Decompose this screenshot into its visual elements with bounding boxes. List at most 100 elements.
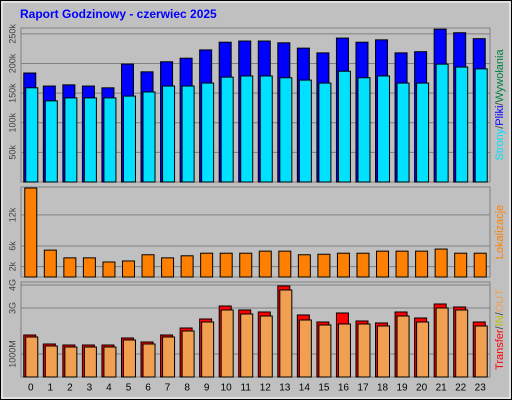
bar bbox=[83, 346, 97, 378]
bar bbox=[201, 321, 215, 378]
bar bbox=[121, 260, 135, 278]
legend-separator: / bbox=[494, 102, 506, 106]
bar bbox=[181, 85, 195, 183]
bar bbox=[200, 252, 214, 278]
bar bbox=[82, 257, 96, 278]
bar bbox=[416, 321, 430, 378]
bar bbox=[240, 75, 254, 183]
bar bbox=[102, 261, 116, 278]
bar bbox=[240, 313, 254, 378]
y-tick-label: 4G bbox=[7, 279, 17, 291]
bar bbox=[259, 75, 273, 183]
bar bbox=[219, 252, 233, 278]
x-tick-label: 4 bbox=[106, 383, 112, 394]
bar bbox=[435, 307, 449, 378]
bar bbox=[258, 250, 272, 278]
bar bbox=[298, 319, 312, 378]
bar bbox=[395, 250, 409, 278]
x-tick-label: 18 bbox=[377, 383, 389, 394]
legend-separator: / bbox=[494, 311, 506, 315]
bar bbox=[357, 323, 371, 378]
x-tick-label: 19 bbox=[397, 383, 409, 394]
bar bbox=[259, 315, 273, 378]
bar bbox=[201, 82, 215, 183]
y-tick-label: 50k bbox=[7, 145, 17, 160]
x-tick-label: 11 bbox=[241, 383, 252, 394]
bar bbox=[337, 70, 351, 183]
bar bbox=[239, 252, 253, 278]
bar bbox=[25, 336, 39, 378]
bar bbox=[103, 97, 117, 183]
bar bbox=[298, 79, 312, 183]
legend-separator: / bbox=[494, 125, 506, 129]
bar bbox=[181, 330, 195, 378]
bar bbox=[43, 249, 57, 278]
bar bbox=[220, 309, 234, 378]
legend-entry: OUT bbox=[494, 289, 506, 313]
bar bbox=[122, 95, 136, 183]
bar bbox=[455, 309, 469, 378]
x-tick-label: 21 bbox=[436, 383, 448, 394]
bar bbox=[161, 257, 175, 278]
bar bbox=[44, 100, 58, 183]
bar bbox=[474, 68, 488, 183]
bar bbox=[180, 255, 194, 278]
x-tick-label: 13 bbox=[279, 383, 291, 394]
x-tick-label: 15 bbox=[318, 383, 330, 394]
bar bbox=[415, 250, 429, 278]
bar bbox=[454, 252, 468, 278]
x-tick-label: 1 bbox=[48, 383, 54, 394]
legend-separator: / bbox=[494, 325, 506, 329]
bar bbox=[279, 289, 293, 378]
plot-area bbox=[20, 27, 491, 183]
legend: Strony/Pliki/Wywołania bbox=[494, 49, 506, 161]
legend: Lokalizacje bbox=[494, 205, 506, 259]
legend: Transfer/IN/OUT bbox=[494, 289, 506, 370]
bar bbox=[317, 253, 331, 278]
legend-entry: Lokalizacje bbox=[494, 205, 506, 259]
x-tick-label: 22 bbox=[455, 383, 467, 394]
bar bbox=[279, 77, 293, 183]
bar bbox=[44, 345, 58, 378]
bar bbox=[337, 323, 351, 378]
y-tick-label: 100k bbox=[7, 113, 17, 133]
y-tick-label: 12k bbox=[7, 207, 17, 222]
bar bbox=[64, 346, 78, 378]
x-tick-label: 8 bbox=[184, 383, 190, 394]
x-tick-label: 7 bbox=[165, 383, 171, 394]
bar bbox=[278, 250, 292, 278]
bar bbox=[356, 252, 370, 278]
bar bbox=[64, 97, 78, 183]
bar bbox=[377, 75, 391, 183]
y-tick-label: 200k bbox=[7, 53, 17, 73]
bar bbox=[473, 252, 487, 278]
x-tick-label: 12 bbox=[260, 383, 272, 394]
y-tick-label: 2k bbox=[7, 261, 17, 271]
bar bbox=[357, 77, 371, 183]
bar bbox=[376, 250, 390, 278]
x-tick-label: 2 bbox=[67, 383, 73, 394]
bar bbox=[141, 254, 155, 278]
bar bbox=[122, 339, 136, 378]
bar bbox=[142, 343, 156, 378]
bar bbox=[63, 257, 77, 278]
bar bbox=[103, 346, 117, 378]
bar bbox=[435, 63, 449, 183]
bar bbox=[142, 91, 156, 183]
y-tick-label: 1000M bbox=[7, 340, 17, 368]
bar bbox=[377, 325, 391, 378]
chart-title: Raport Godzinowy - czerwiec 2025 bbox=[20, 7, 217, 21]
x-tick-label: 0 bbox=[28, 383, 34, 394]
x-tick-label: 14 bbox=[299, 383, 311, 394]
bar bbox=[25, 87, 39, 183]
x-tick-label: 10 bbox=[221, 383, 233, 394]
x-tick-label: 5 bbox=[126, 383, 132, 394]
legend-entry: Transfer bbox=[494, 329, 506, 370]
legend-entry: IN bbox=[494, 315, 506, 326]
plot-area bbox=[20, 186, 491, 278]
y-tick-label: 150k bbox=[7, 83, 17, 103]
bar bbox=[474, 325, 488, 378]
bar bbox=[162, 85, 176, 183]
